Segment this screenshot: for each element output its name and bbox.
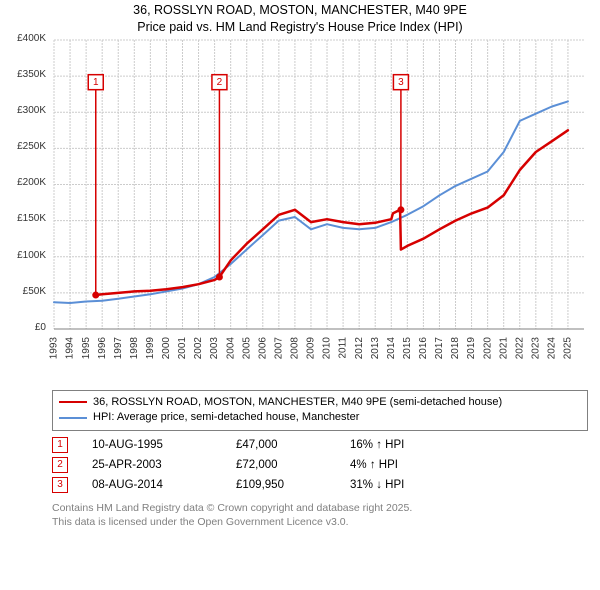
y-tick-label: £200K	[17, 177, 46, 188]
y-tick-label: £400K	[17, 33, 46, 44]
x-tick-label: 2015	[402, 336, 413, 359]
attribution-line-2: This data is licensed under the Open Gov…	[52, 516, 349, 528]
title-line-1: 36, ROSSLYN ROAD, MOSTON, MANCHESTER, M4…	[133, 3, 467, 17]
x-tick-label: 2010	[322, 336, 333, 359]
x-tick-label: 1993	[49, 336, 60, 359]
y-tick-label: £250K	[17, 141, 46, 152]
x-tick-label: 2008	[290, 336, 301, 359]
x-tick-label: 2013	[370, 336, 381, 359]
sale-marker-dot	[92, 291, 99, 298]
chart-title: 36, ROSSLYN ROAD, MOSTON, MANCHESTER, M4…	[0, 0, 600, 36]
y-tick-label: £350K	[17, 69, 46, 80]
x-tick-label: 2009	[306, 336, 317, 359]
legend-item: 36, ROSSLYN ROAD, MOSTON, MANCHESTER, M4…	[59, 395, 581, 410]
sale-row-date: 08-AUG-2014	[92, 479, 212, 491]
x-tick-label: 1995	[81, 336, 92, 359]
x-tick-label: 2020	[482, 336, 493, 359]
x-tick-label: 2016	[418, 336, 429, 359]
line-chart-svg: 1993 1994 1995 1996 1997 1998 1999 2000 2001 2002…	[48, 36, 590, 381]
sale-row-delta: 31% ↓ HPI	[350, 479, 404, 491]
sale-row-price: £109,950	[236, 479, 326, 491]
chart-area: 1993 1994 1995 1996 1997 1998 1999 2000 2001 2002…	[48, 36, 590, 384]
sale-row: 2 25-APR-2003 £72,000 4% ↑ HPI	[52, 455, 588, 475]
sale-marker-number: 1	[93, 77, 99, 88]
x-tick-label: 2007	[273, 336, 284, 359]
x-tick-label: 1994	[65, 336, 76, 359]
legend: 36, ROSSLYN ROAD, MOSTON, MANCHESTER, M4…	[52, 390, 588, 431]
y-tick-label: £150K	[17, 213, 46, 224]
sale-marker-number: 3	[398, 77, 404, 88]
x-tick-label: 2006	[257, 336, 268, 359]
sale-marker-dot	[397, 206, 404, 213]
sale-row: 1 10-AUG-1995 £47,000 16% ↑ HPI	[52, 435, 588, 455]
y-tick-label: £50K	[23, 286, 46, 297]
x-tick-label: 2004	[225, 336, 236, 359]
x-tick-label: 1997	[113, 336, 124, 359]
attribution-line-1: Contains HM Land Registry data © Crown c…	[52, 502, 412, 514]
x-tick-label: 2000	[161, 336, 172, 359]
y-tick-label: £0	[35, 322, 46, 333]
sale-row-marker: 3	[52, 477, 68, 493]
sales-table: 1 10-AUG-1995 £47,000 16% ↑ HPI 2 25-APR-2003…	[52, 435, 588, 495]
sale-row-date: 25-APR-2003	[92, 459, 212, 471]
x-tick-label: 2002	[193, 336, 204, 359]
x-tick-label: 2014	[386, 336, 397, 359]
sale-marker-dot	[216, 273, 223, 280]
sale-row-marker: 1	[52, 437, 68, 453]
x-tick-label: 2019	[466, 336, 477, 359]
x-tick-label: 1999	[145, 336, 156, 359]
x-tick-label: 2021	[498, 336, 509, 359]
legend-label: 36, ROSSLYN ROAD, MOSTON, MANCHESTER, M4…	[93, 395, 502, 410]
y-tick-label: £300K	[17, 105, 46, 116]
x-tick-label: 2012	[354, 336, 365, 359]
x-tick-label: 2017	[434, 336, 445, 359]
x-tick-label: 2011	[338, 336, 349, 358]
x-tick-label: 2022	[514, 336, 525, 359]
x-tick-label: 1996	[97, 336, 108, 359]
sale-row-date: 10-AUG-1995	[92, 439, 212, 451]
sale-row-delta: 4% ↑ HPI	[350, 459, 398, 471]
sale-row-price: £47,000	[236, 439, 326, 451]
x-tick-label: 1998	[129, 336, 140, 359]
x-tick-label: 2005	[241, 336, 252, 359]
x-tick-label: 2024	[547, 336, 558, 359]
x-tick-label: 2025	[563, 336, 574, 359]
x-tick-label: 2023	[530, 336, 541, 359]
sale-row-marker: 2	[52, 457, 68, 473]
title-line-2: Price paid vs. HM Land Registry's House …	[137, 20, 462, 34]
sale-row-delta: 16% ↑ HPI	[350, 439, 404, 451]
x-tick-label: 2001	[177, 336, 188, 359]
x-tick-label: 2003	[209, 336, 220, 359]
sale-row: 3 08-AUG-2014 £109,950 31% ↓ HPI	[52, 475, 588, 495]
sale-row-price: £72,000	[236, 459, 326, 471]
legend-label: HPI: Average price, semi-detached house,…	[93, 410, 359, 425]
x-tick-label: 2018	[450, 336, 461, 359]
legend-swatch	[59, 417, 87, 419]
legend-swatch	[59, 401, 87, 403]
sale-marker-number: 2	[217, 77, 223, 88]
y-tick-label: £100K	[17, 250, 46, 261]
attribution: Contains HM Land Registry data © Crown c…	[52, 501, 588, 529]
legend-item: HPI: Average price, semi-detached house,…	[59, 410, 581, 425]
